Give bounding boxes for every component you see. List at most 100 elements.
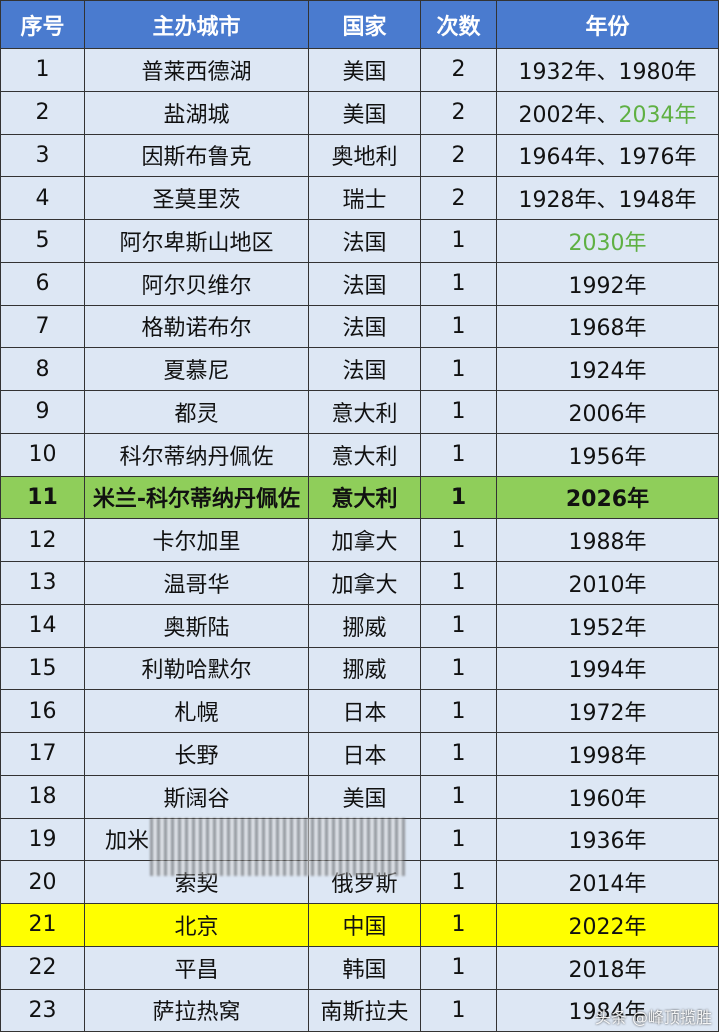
cell-times: 1 xyxy=(421,946,497,990)
cell-city: 米兰-科尔蒂纳丹佩佐 xyxy=(85,476,309,520)
year-text: 1994年 xyxy=(568,658,647,684)
cell-times: 1 xyxy=(421,647,497,691)
cell-no: 6 xyxy=(1,262,85,306)
cell-times: 1 xyxy=(421,519,497,562)
cell-no: 10 xyxy=(1,433,85,477)
cell-country: 法国 xyxy=(309,348,421,391)
cell-no: 1 xyxy=(1,49,85,92)
cell-no: 3 xyxy=(1,134,85,178)
cell-times: 1 xyxy=(421,220,497,263)
cell-no: 19 xyxy=(1,818,85,862)
cell-city: 温哥华 xyxy=(85,562,309,605)
cell-times: 1 xyxy=(421,733,497,776)
cell-no: 16 xyxy=(1,690,85,733)
cell-times: 1 xyxy=(421,305,497,349)
year-text: 1932年、1980年 xyxy=(518,59,697,85)
cell-country: 美国 xyxy=(309,91,421,135)
cell-year: 2022年 xyxy=(497,904,719,947)
cell-no: 20 xyxy=(1,861,85,904)
header-cell: 年份 xyxy=(497,1,719,49)
cell-no: 15 xyxy=(1,647,85,691)
cell-country: 意大利 xyxy=(309,433,421,477)
cell-times: 1 xyxy=(421,818,497,862)
cell-city: 夏慕尼 xyxy=(85,348,309,391)
cell-year: 1964年、1976年 xyxy=(497,134,719,178)
cell-no: 9 xyxy=(1,391,85,434)
cell-no: 17 xyxy=(1,733,85,776)
year-text: 1988年 xyxy=(568,530,647,556)
header-cell: 国家 xyxy=(309,1,421,49)
obscured-area xyxy=(150,818,405,876)
cell-times: 1 xyxy=(421,861,497,904)
header-cell: 主办城市 xyxy=(85,1,309,49)
cell-year: 2006年 xyxy=(497,391,719,434)
cell-year: 2018年 xyxy=(497,946,719,990)
cell-year: 1988年 xyxy=(497,519,719,562)
cell-times: 1 xyxy=(421,476,497,520)
year-text: 2002年、 xyxy=(518,102,619,128)
cell-year: 1924年 xyxy=(497,348,719,391)
cell-times: 1 xyxy=(421,262,497,306)
cell-city: 斯阔谷 xyxy=(85,775,309,819)
year-text: 2018年 xyxy=(568,957,647,983)
cell-year: 2002年、 2034年 xyxy=(497,91,719,135)
cell-city: 萨拉热窝 xyxy=(85,989,309,1033)
cell-country: 法国 xyxy=(309,220,421,263)
cell-no: 18 xyxy=(1,775,85,819)
cell-city: 盐湖城 xyxy=(85,91,309,135)
cell-no: 4 xyxy=(1,177,85,220)
cell-year: 1936年 xyxy=(497,818,719,862)
cell-country: 法国 xyxy=(309,262,421,306)
cell-times: 1 xyxy=(421,989,497,1033)
cell-country: 加拿大 xyxy=(309,562,421,605)
year-text: 1968年 xyxy=(568,316,647,342)
year-text: 1998年 xyxy=(568,743,647,769)
cell-city: 阿尔贝维尔 xyxy=(85,262,309,306)
cell-year: 2014年 xyxy=(497,861,719,904)
cell-times: 2 xyxy=(421,49,497,92)
cell-no: 11 xyxy=(1,476,85,520)
cell-times: 1 xyxy=(421,391,497,434)
cell-no: 14 xyxy=(1,604,85,648)
year-text: 2034年 xyxy=(618,102,697,128)
cell-year: 2010年 xyxy=(497,562,719,605)
cell-country: 挪威 xyxy=(309,647,421,691)
cell-year: 2026年 xyxy=(497,476,719,520)
cell-times: 1 xyxy=(421,348,497,391)
cell-city: 格勒诺布尔 xyxy=(85,305,309,349)
year-text: 1952年 xyxy=(568,615,647,641)
cell-city: 因斯布鲁克 xyxy=(85,134,309,178)
year-text: 1928年、1948年 xyxy=(518,188,697,214)
cell-times: 2 xyxy=(421,134,497,178)
cell-country: 加拿大 xyxy=(309,519,421,562)
year-text: 2022年 xyxy=(568,914,647,940)
cell-times: 1 xyxy=(421,604,497,648)
cell-country: 意大利 xyxy=(309,476,421,520)
cell-year: 1956年 xyxy=(497,433,719,477)
year-text: 1992年 xyxy=(568,273,647,299)
cell-times: 1 xyxy=(421,690,497,733)
cell-city: 阿尔卑斯山地区 xyxy=(85,220,309,263)
cell-city: 长野 xyxy=(85,733,309,776)
cell-no: 21 xyxy=(1,904,85,947)
cell-year: 1998年 xyxy=(497,733,719,776)
cell-city: 都灵 xyxy=(85,391,309,434)
cell-country: 日本 xyxy=(309,733,421,776)
cell-year: 1984年 xyxy=(497,989,719,1033)
cell-year: 2030年 xyxy=(497,220,719,263)
year-text: 2010年 xyxy=(568,572,647,598)
cell-year: 1932年、1980年 xyxy=(497,49,719,92)
cell-city: 利勒哈默尔 xyxy=(85,647,309,691)
cell-times: 1 xyxy=(421,433,497,477)
year-text: 1956年 xyxy=(568,444,647,470)
cell-country: 法国 xyxy=(309,305,421,349)
cell-year: 1968年 xyxy=(497,305,719,349)
year-text: 1924年 xyxy=(568,359,647,385)
cell-times: 1 xyxy=(421,904,497,947)
cell-city: 科尔蒂纳丹佩佐 xyxy=(85,433,309,477)
cell-no: 8 xyxy=(1,348,85,391)
cell-year: 1928年、1948年 xyxy=(497,177,719,220)
cell-city: 札幌 xyxy=(85,690,309,733)
